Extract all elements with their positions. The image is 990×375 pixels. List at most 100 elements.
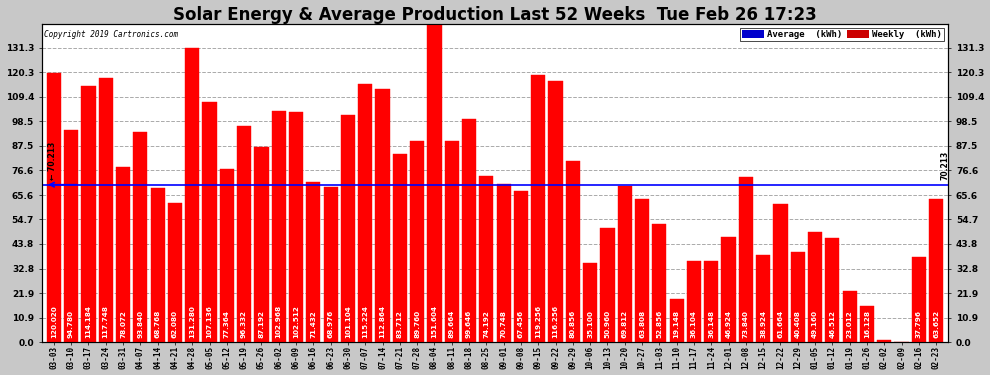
Text: 78.072: 78.072 bbox=[120, 310, 126, 338]
Text: 63.652: 63.652 bbox=[934, 309, 940, 338]
Text: 112.864: 112.864 bbox=[379, 304, 385, 338]
Bar bbox=[808, 232, 822, 342]
Text: 70.213: 70.213 bbox=[940, 151, 949, 180]
Bar bbox=[652, 224, 666, 342]
Bar bbox=[722, 237, 736, 342]
Legend: Average  (kWh), Weekly  (kWh): Average (kWh), Weekly (kWh) bbox=[740, 28, 943, 41]
Text: 151.604: 151.604 bbox=[432, 304, 438, 338]
Text: 131.280: 131.280 bbox=[189, 305, 195, 338]
Bar bbox=[375, 89, 390, 342]
Bar bbox=[791, 252, 805, 342]
Bar bbox=[341, 116, 355, 342]
Text: 19.148: 19.148 bbox=[673, 310, 680, 338]
Bar bbox=[687, 261, 701, 342]
Bar bbox=[877, 340, 891, 342]
Text: 116.256: 116.256 bbox=[552, 304, 558, 338]
Text: 61.664: 61.664 bbox=[777, 309, 783, 338]
Text: 102.968: 102.968 bbox=[276, 304, 282, 338]
Text: 49.160: 49.160 bbox=[812, 310, 818, 338]
Text: 63.808: 63.808 bbox=[640, 309, 645, 338]
Text: 89.664: 89.664 bbox=[448, 309, 454, 338]
Bar bbox=[202, 102, 217, 342]
Text: 94.780: 94.780 bbox=[68, 310, 74, 338]
Bar bbox=[912, 257, 926, 342]
Bar bbox=[237, 126, 251, 342]
Text: 68.768: 68.768 bbox=[154, 309, 160, 338]
Text: 73.840: 73.840 bbox=[742, 310, 748, 338]
Text: Copyright 2019 Cartronics.com: Copyright 2019 Cartronics.com bbox=[44, 30, 177, 39]
Bar bbox=[254, 147, 268, 342]
Bar bbox=[393, 154, 407, 342]
Text: 89.760: 89.760 bbox=[414, 309, 420, 338]
Text: 68.976: 68.976 bbox=[328, 309, 334, 338]
Text: 114.184: 114.184 bbox=[85, 305, 91, 338]
Bar bbox=[81, 86, 95, 342]
Text: 50.960: 50.960 bbox=[605, 309, 611, 338]
Text: 35.100: 35.100 bbox=[587, 310, 593, 338]
Text: 37.796: 37.796 bbox=[916, 310, 922, 338]
Bar bbox=[479, 176, 493, 342]
Bar bbox=[134, 132, 148, 342]
Text: 101.104: 101.104 bbox=[345, 305, 350, 338]
Text: 23.012: 23.012 bbox=[846, 310, 852, 338]
Text: 99.646: 99.646 bbox=[466, 309, 472, 338]
Bar bbox=[497, 183, 511, 342]
Text: 102.512: 102.512 bbox=[293, 305, 299, 338]
Bar bbox=[410, 141, 425, 342]
Text: 87.192: 87.192 bbox=[258, 310, 264, 338]
Text: 36.148: 36.148 bbox=[708, 310, 714, 338]
Text: 16.128: 16.128 bbox=[864, 310, 870, 338]
Bar bbox=[583, 264, 597, 342]
Bar bbox=[306, 182, 321, 342]
Text: 46.924: 46.924 bbox=[726, 310, 732, 338]
Bar bbox=[150, 188, 164, 342]
Bar bbox=[289, 112, 303, 342]
Bar bbox=[220, 169, 234, 342]
Text: 67.456: 67.456 bbox=[518, 309, 524, 338]
Text: 52.856: 52.856 bbox=[656, 309, 662, 338]
Bar bbox=[635, 199, 649, 342]
Text: 83.712: 83.712 bbox=[397, 310, 403, 338]
Text: 96.332: 96.332 bbox=[242, 310, 248, 338]
Bar bbox=[324, 188, 338, 342]
Bar bbox=[600, 228, 615, 342]
Bar bbox=[618, 186, 632, 342]
Text: 46.512: 46.512 bbox=[830, 310, 836, 338]
Bar bbox=[358, 84, 372, 342]
Bar bbox=[168, 203, 182, 342]
Text: 36.104: 36.104 bbox=[691, 310, 697, 338]
Text: ← 70.213: ← 70.213 bbox=[48, 142, 56, 180]
Text: 120.020: 120.020 bbox=[50, 305, 56, 338]
Bar bbox=[704, 261, 719, 342]
Bar bbox=[669, 299, 684, 342]
Text: 93.840: 93.840 bbox=[138, 310, 144, 338]
Bar bbox=[445, 141, 458, 342]
Bar bbox=[462, 119, 476, 342]
Text: 40.408: 40.408 bbox=[795, 310, 801, 338]
Bar bbox=[929, 200, 943, 342]
Text: 80.856: 80.856 bbox=[570, 309, 576, 338]
Text: 62.080: 62.080 bbox=[172, 310, 178, 338]
Bar bbox=[826, 238, 840, 342]
Title: Solar Energy & Average Production Last 52 Weeks  Tue Feb 26 17:23: Solar Energy & Average Production Last 5… bbox=[173, 6, 817, 24]
Text: 38.924: 38.924 bbox=[760, 310, 766, 338]
Bar bbox=[514, 191, 528, 342]
Bar bbox=[532, 75, 545, 342]
Text: 115.224: 115.224 bbox=[362, 305, 368, 338]
Text: 117.748: 117.748 bbox=[103, 305, 109, 338]
Bar bbox=[99, 78, 113, 342]
Bar bbox=[756, 255, 770, 342]
Text: 70.748: 70.748 bbox=[501, 310, 507, 338]
Bar bbox=[64, 130, 78, 342]
Bar bbox=[842, 291, 856, 342]
Bar bbox=[773, 204, 788, 342]
Text: 119.256: 119.256 bbox=[536, 304, 542, 338]
Text: 69.812: 69.812 bbox=[622, 309, 628, 338]
Bar bbox=[428, 2, 442, 342]
Bar bbox=[185, 48, 199, 342]
Bar bbox=[860, 306, 874, 342]
Bar bbox=[548, 81, 562, 342]
Text: 71.432: 71.432 bbox=[310, 310, 317, 338]
Bar bbox=[565, 161, 580, 342]
Bar bbox=[739, 177, 753, 342]
